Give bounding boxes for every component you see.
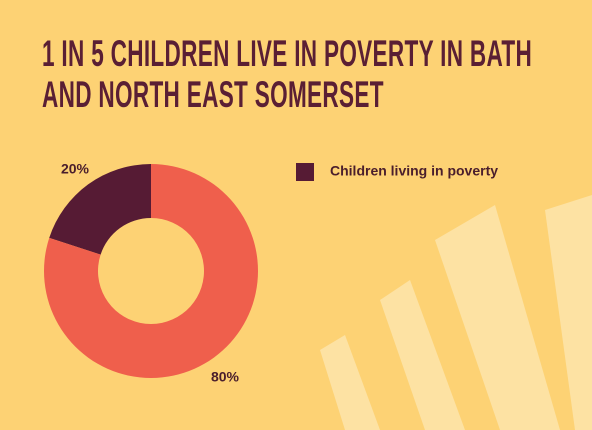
donut-slice (43, 164, 259, 378)
chart-title: 1 IN 5 CHILDREN LIVE IN POVERTY IN BATH … (42, 33, 533, 115)
donut-slice (49, 164, 151, 255)
legend-label: Children living in poverty (330, 163, 498, 179)
data-label: 80% (211, 369, 240, 385)
legend-swatch (296, 163, 314, 181)
decorative-rays (320, 195, 592, 430)
data-label: 20% (61, 161, 90, 177)
